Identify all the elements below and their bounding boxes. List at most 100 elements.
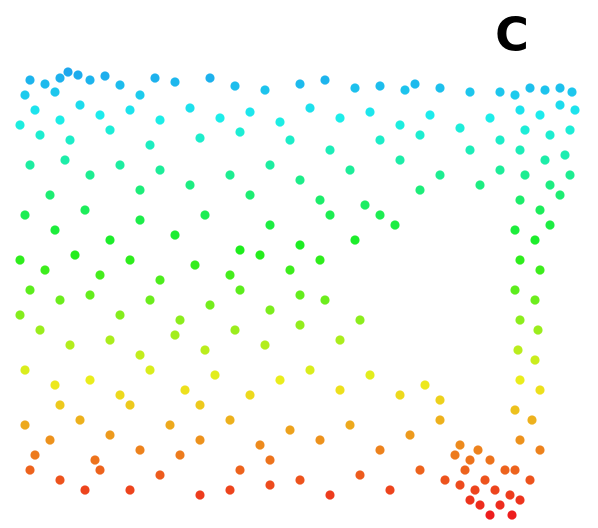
point (435, 395, 445, 405)
point (515, 255, 525, 265)
point (525, 83, 535, 93)
point (105, 430, 115, 440)
point (540, 85, 550, 95)
point (415, 185, 425, 195)
point (175, 315, 185, 325)
point (200, 210, 210, 220)
point (515, 315, 525, 325)
point (125, 485, 135, 495)
point (350, 83, 360, 93)
point (85, 75, 95, 85)
point (485, 113, 495, 123)
point (60, 155, 70, 165)
point (510, 225, 520, 235)
point (165, 420, 175, 430)
point (355, 315, 365, 325)
point (470, 485, 480, 495)
point (95, 270, 105, 280)
point (15, 120, 25, 130)
points (15, 67, 580, 520)
point (355, 470, 365, 480)
point (145, 365, 155, 375)
point (535, 265, 545, 275)
point (375, 81, 385, 91)
point (460, 465, 470, 475)
point (465, 87, 475, 97)
point (295, 175, 305, 185)
point (155, 470, 165, 480)
point (30, 105, 40, 115)
point (185, 103, 195, 113)
point (245, 190, 255, 200)
point (30, 450, 40, 460)
point (515, 495, 525, 505)
point (295, 475, 305, 485)
point (200, 345, 210, 355)
point (495, 87, 505, 97)
point (530, 295, 540, 305)
point (195, 400, 205, 410)
point (275, 375, 285, 385)
point (510, 90, 520, 100)
point (115, 160, 125, 170)
point (115, 80, 125, 90)
point (155, 165, 165, 175)
point (63, 67, 73, 77)
point (315, 255, 325, 265)
point (295, 290, 305, 300)
point (25, 75, 35, 85)
point (225, 415, 235, 425)
point (105, 335, 115, 345)
point (265, 220, 275, 230)
point (225, 485, 235, 495)
point (105, 235, 115, 245)
point (345, 420, 355, 430)
point (55, 295, 65, 305)
point (115, 390, 125, 400)
point (415, 465, 425, 475)
point (170, 77, 180, 87)
point (175, 450, 185, 460)
point (515, 105, 525, 115)
point (375, 135, 385, 145)
point (473, 445, 483, 455)
point (195, 133, 205, 143)
point (265, 160, 275, 170)
point (520, 170, 530, 180)
point (95, 465, 105, 475)
point (20, 420, 30, 430)
point (485, 510, 495, 520)
point (135, 215, 145, 225)
point (570, 105, 580, 115)
point (265, 305, 275, 315)
point (475, 180, 485, 190)
point (230, 325, 240, 335)
point (75, 415, 85, 425)
point (73, 70, 83, 80)
point (465, 495, 475, 505)
point (455, 480, 465, 490)
point (80, 205, 90, 215)
point (510, 285, 520, 295)
point (565, 170, 575, 180)
point (15, 255, 25, 265)
point (435, 83, 445, 93)
point (535, 385, 545, 395)
point (135, 445, 145, 455)
point (335, 335, 345, 345)
point (25, 465, 35, 475)
point (405, 430, 415, 440)
point (55, 475, 65, 485)
point (565, 125, 575, 135)
point (535, 110, 545, 120)
point (235, 465, 245, 475)
point (320, 75, 330, 85)
point (325, 210, 335, 220)
point (295, 320, 305, 330)
point (365, 107, 375, 117)
point (395, 390, 405, 400)
point (25, 285, 35, 295)
point (95, 110, 105, 120)
point (235, 127, 245, 137)
point (25, 160, 35, 170)
